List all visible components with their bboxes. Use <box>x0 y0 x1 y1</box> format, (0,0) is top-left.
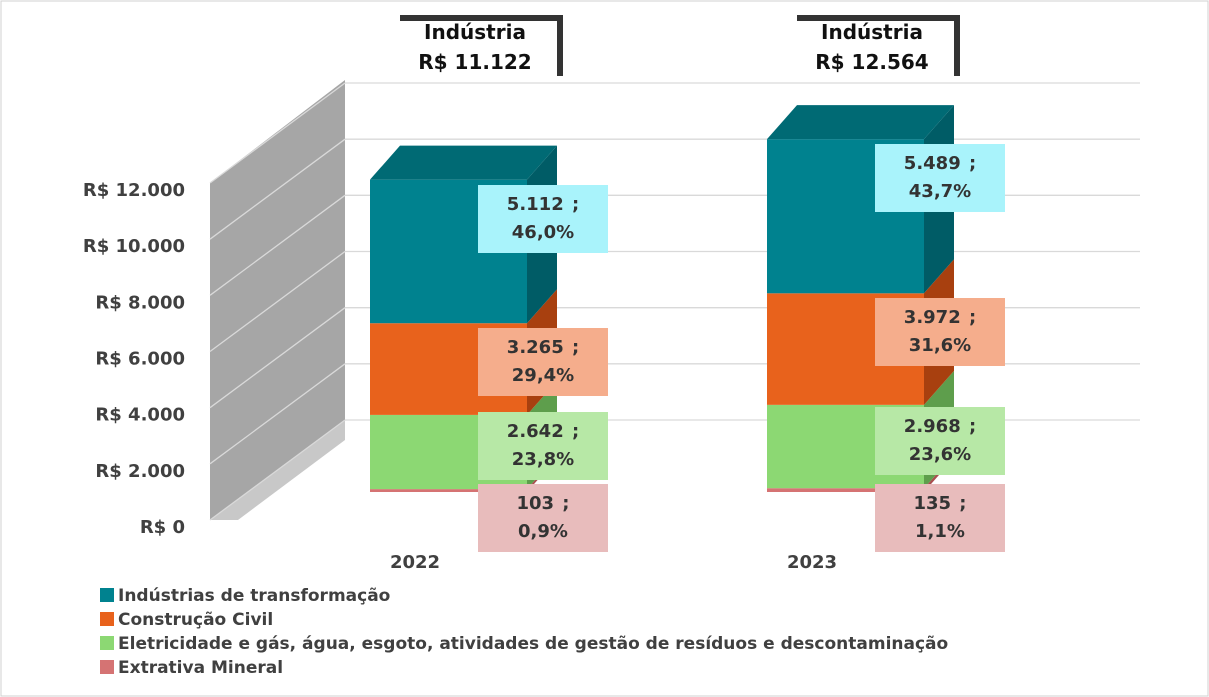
wall-grid-line <box>209 138 346 240</box>
bar-top <box>767 105 954 140</box>
data-label: 2.968 ; 23,6% <box>875 406 1005 475</box>
x-tick-label: 2023 <box>787 552 837 573</box>
bar <box>370 489 527 492</box>
legend-swatch <box>100 636 114 650</box>
callout-bracket <box>400 15 563 76</box>
legend-label: Construção Civil <box>118 610 273 630</box>
legend-label: Extrativa Mineral <box>118 658 283 678</box>
data-label: 5.489 ; 43,7% <box>875 144 1005 213</box>
legend-label: Eletricidade e gás, água, esgoto, ativid… <box>118 634 948 654</box>
total-title: Indústria <box>821 20 923 44</box>
total-title: Indústria <box>424 20 526 44</box>
wall-grid-line <box>209 194 346 296</box>
data-label: 3.972 ; 31,6% <box>875 298 1005 367</box>
bar-top <box>370 145 557 180</box>
legend-label: Indústrias de transformação <box>118 586 390 606</box>
side-wall <box>210 80 345 520</box>
legend-swatch <box>100 588 114 602</box>
y-tick-label: R$ 2.000 <box>95 461 185 482</box>
legend-swatch <box>100 612 114 626</box>
data-label: 5.112 ; 46,0% <box>478 184 608 253</box>
legend-swatch <box>100 660 114 674</box>
callout-bracket <box>797 15 960 76</box>
data-label: 2.642 ; 23,8% <box>478 412 608 480</box>
y-tick-label: R$ 8.000 <box>95 292 185 313</box>
data-label: 3.265 ; 29,4% <box>478 328 608 397</box>
data-label: 135 ; 1,1% <box>875 484 1005 552</box>
y-tick-label: R$ 12.000 <box>83 180 185 201</box>
total-label: R$ 12.564 <box>815 50 929 74</box>
x-tick-label: 2022 <box>390 552 440 573</box>
y-tick-label: R$ 10.000 <box>83 236 185 257</box>
total-label: R$ 11.122 <box>418 50 532 74</box>
bar <box>767 488 924 492</box>
wall-grid-line <box>209 363 346 465</box>
data-label: 103 ; 0,9% <box>478 484 608 552</box>
wall-grid-line <box>209 419 346 521</box>
y-tick-label: R$ 0 <box>140 517 185 538</box>
y-tick-label: R$ 6.000 <box>95 349 185 370</box>
wall-grid-line <box>209 82 346 184</box>
wall-grid-line <box>209 250 346 353</box>
wall-grid-line <box>209 307 346 409</box>
y-tick-label: R$ 4.000 <box>95 405 185 426</box>
